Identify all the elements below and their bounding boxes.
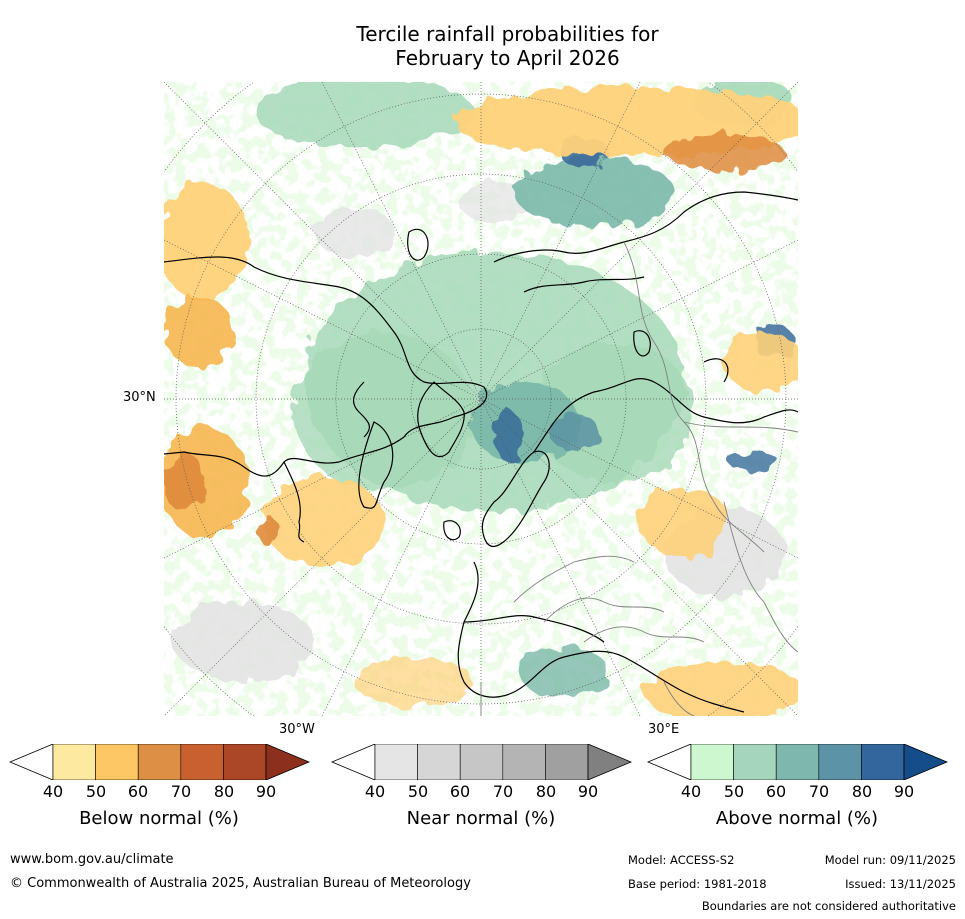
colorbar-near-label: Near normal (%) (406, 808, 556, 829)
colorbar-segment (52, 744, 96, 780)
longitude-label-30e: 30°E (648, 722, 680, 737)
base-period-text: Base period: 1981-2018 (628, 877, 767, 891)
tick-label: 60 (127, 782, 149, 801)
colorbar-near-svg (330, 744, 632, 780)
tick-label: 90 (893, 782, 915, 801)
model-text: Model: ACCESS-S2 (628, 853, 735, 867)
graticule (164, 82, 798, 716)
colorbar-segment (95, 744, 139, 780)
colorbar-below-svg (8, 744, 310, 780)
tick-label: 60 (449, 782, 471, 801)
colorbar-segment (459, 744, 504, 780)
website-link[interactable]: www.bom.gov.au/climate (10, 852, 174, 867)
probability-regions (164, 82, 798, 716)
map-title: Tercile rainfall probabilities for Febru… (160, 22, 855, 70)
tick-label: 50 (723, 782, 745, 801)
colorbar-segment (417, 744, 461, 780)
tick-label: 80 (851, 782, 873, 801)
colorbar-near (330, 744, 632, 780)
copyright-text: © Commonwealth of Australia 2025, Austra… (10, 876, 471, 891)
colorbar-segment (502, 744, 546, 780)
colorbar-above-label: Above normal (%) (715, 808, 879, 829)
tick-label: 60 (765, 782, 787, 801)
colorbar-segment (690, 744, 734, 780)
colorbar-segment (374, 744, 418, 780)
forecast-map (164, 82, 798, 716)
tick-label: 80 (535, 782, 557, 801)
colorbar-below-label: Below normal (%) (79, 808, 239, 829)
colorbar-under-triangle (646, 744, 692, 780)
colorbar-segment (137, 744, 182, 780)
latitude-label-30n: 30°N (123, 390, 156, 405)
colorbar-over-triangle (587, 744, 632, 780)
colorbar-segment (180, 744, 224, 780)
colorbar-above (646, 744, 948, 780)
colorbar-segment (545, 744, 589, 780)
colorbar-segment (861, 744, 905, 780)
tick-label: 40 (42, 782, 64, 801)
title-line-2: February to April 2026 (395, 46, 620, 70)
model-run-text: Model run: 09/11/2025 (824, 853, 956, 867)
tick-label: 70 (170, 782, 192, 801)
colorbar-over-triangle (903, 744, 948, 780)
colorbar-above-svg (646, 744, 948, 780)
tick-label: 40 (364, 782, 386, 801)
disclaimer-text: Boundaries are not considered authoritat… (701, 899, 956, 913)
colorbar-under-triangle (8, 744, 54, 780)
tick-label: 90 (255, 782, 277, 801)
tick-label: 90 (577, 782, 599, 801)
colorbar-segment (733, 744, 777, 780)
colorbar-segment (223, 744, 267, 780)
tick-label: 70 (808, 782, 830, 801)
title-line-1: Tercile rainfall probabilities for (356, 22, 659, 46)
colorbar-segment (775, 744, 820, 780)
colorbar-segment (818, 744, 862, 780)
issued-text: Issued: 13/11/2025 (845, 877, 956, 891)
tick-label: 40 (680, 782, 702, 801)
country-borders (480, 241, 798, 716)
colorbar-below (8, 744, 310, 780)
map-canvas (164, 82, 798, 716)
tick-label: 50 (85, 782, 107, 801)
colorbar-over-triangle (265, 744, 310, 780)
tick-label: 80 (213, 782, 235, 801)
coastlines (164, 191, 798, 713)
longitude-label-30w: 30°W (279, 722, 315, 737)
tick-label: 70 (492, 782, 514, 801)
tick-label: 50 (407, 782, 429, 801)
colorbar-under-triangle (330, 744, 376, 780)
